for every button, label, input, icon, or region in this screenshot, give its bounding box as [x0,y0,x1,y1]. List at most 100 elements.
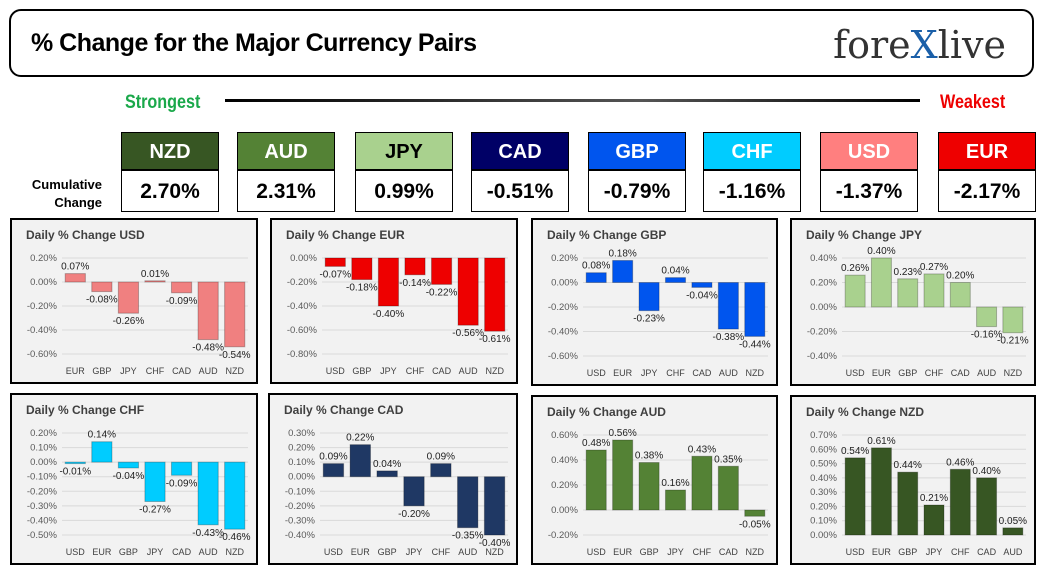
x-tick-label: AUD [199,547,219,557]
data-label: -0.18% [346,283,378,294]
y-tick-label: -0.40% [27,515,58,526]
chart-title: Daily % Change AUD [547,405,666,419]
bar-usd [64,461,86,465]
data-label: -0.01% [59,467,91,478]
data-label: 0.44% [894,460,922,471]
data-label: 0.18% [608,248,636,259]
x-tick-label: GBP [898,368,917,378]
y-tick-label: -0.30% [27,501,58,512]
x-tick-label: USD [846,547,866,557]
bar-eur [91,441,113,463]
bar-chf [404,257,426,276]
y-tick-label: 0.30% [288,428,315,439]
y-tick-label: 0.30% [810,487,837,498]
x-tick-label: CHF [666,368,685,378]
strength-line [225,99,920,102]
currency-name-eur: EUR [938,132,1036,170]
x-tick-label: JPY [667,547,684,557]
y-tick-label: -0.30% [285,515,316,526]
weakest-label: Weakest [940,92,1006,113]
cumulative-value-usd: -1.37% [820,170,918,212]
x-tick-label: EUR [613,368,633,378]
bar-usd [585,272,607,284]
data-label: -0.61% [479,334,511,345]
bar-eur [612,259,634,283]
x-tick-label: EUR [872,368,892,378]
bar-chf [664,277,687,283]
currency-name-cad: CAD [471,132,569,170]
cumulative-value-chf: -1.16% [703,170,801,212]
bar-usd [844,457,866,536]
x-tick-label: JPY [641,368,658,378]
cumulative-change-label: Cumulative Change [31,177,102,210]
data-label: -0.23% [633,314,665,325]
data-label: 0.07% [61,262,89,273]
x-tick-label: EUR [613,547,633,557]
y-tick-label: -0.50% [27,530,58,541]
bar-jpy [377,257,400,307]
y-tick-label: 0.10% [288,457,315,468]
data-label: -0.16% [971,330,1003,341]
x-tick-label: GBP [92,366,111,376]
bar-gbp [91,281,113,293]
currency-name-chf: CHF [703,132,801,170]
data-label: -0.07% [319,269,351,280]
bar-aud [976,306,998,328]
data-label: 0.20% [946,271,974,282]
bar-nzd [224,461,246,530]
y-tick-label: -0.20% [807,327,838,338]
bar-aud [1002,527,1024,536]
strongest-label: Strongest [125,92,201,113]
x-tick-label: AUD [199,366,219,376]
x-tick-label: AUD [1003,547,1023,557]
bar-aud [457,257,479,326]
x-tick-label: CHF [925,368,944,378]
bar-cad [170,461,193,476]
x-tick-label: GBP [640,547,659,557]
chart-panel-chf: 0.20% 0.10% 0.00% -0.10% -0.20% -0.30% -0.40% -… [10,393,258,565]
y-tick-label: -0.60% [27,349,58,360]
x-tick-label: CAD [172,366,192,376]
x-tick-label: AUD [458,547,478,557]
x-tick-label: CAD [719,547,739,557]
bar-chart: 0.00% -0.20% -0.40% -0.60% -0.80% -0.07% USD -0… [287,253,511,376]
y-tick-label: 0.00% [810,530,837,541]
x-tick-label: JPY [120,366,137,376]
x-tick-label: EUR [66,366,86,376]
bar-gbp [897,278,919,308]
data-label: 0.40% [867,246,895,257]
x-tick-label: USD [587,368,607,378]
data-label: 0.43% [688,444,716,455]
y-tick-label: 0.10% [810,516,837,527]
y-tick-label: 0.20% [551,253,578,264]
y-tick-label: 0.00% [551,505,578,516]
x-tick-label: USD [324,547,344,557]
data-label: -0.56% [452,328,484,339]
x-tick-label: CAD [172,547,192,557]
x-tick-label: EUR [351,547,371,557]
x-tick-label: CAD [432,366,452,376]
y-tick-label: -0.40% [548,327,579,338]
y-tick-label: -0.40% [27,325,58,336]
data-label: -0.44% [739,339,771,350]
data-label: -0.40% [373,309,405,320]
bar-gbp [376,470,398,478]
bar-chart: 0.20% 0.10% 0.00% -0.10% -0.20% -0.30% -0.40% -… [27,428,251,557]
data-label: -0.38% [713,332,745,343]
bar-chf [430,463,452,478]
data-label: -0.26% [113,316,145,327]
bar-aud [197,281,219,341]
x-tick-label: NZD [485,366,504,376]
bar-usd [585,449,607,511]
bar-chf [144,280,166,283]
y-tick-label: -0.20% [285,501,316,512]
x-tick-label: NZD [485,547,504,557]
x-tick-label: CHF [951,547,970,557]
bar-jpy [638,282,660,312]
currency-name-nzd: NZD [121,132,219,170]
bar-eur [612,439,634,511]
y-tick-label: 0.40% [810,473,837,484]
bar-gbp [351,257,373,281]
x-tick-label: NZD [746,368,765,378]
x-tick-label: USD [326,366,346,376]
